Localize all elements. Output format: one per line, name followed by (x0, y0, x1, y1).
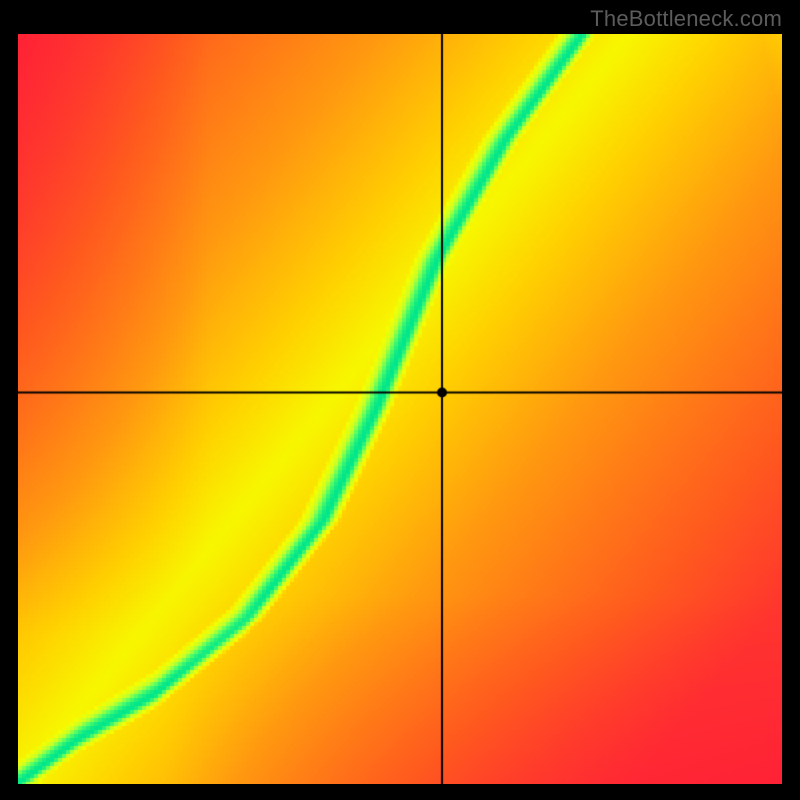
watermark-text: TheBottleneck.com (590, 6, 782, 32)
heatmap-plot (18, 34, 782, 784)
chart-container: TheBottleneck.com (0, 0, 800, 800)
heatmap-canvas (18, 34, 782, 784)
